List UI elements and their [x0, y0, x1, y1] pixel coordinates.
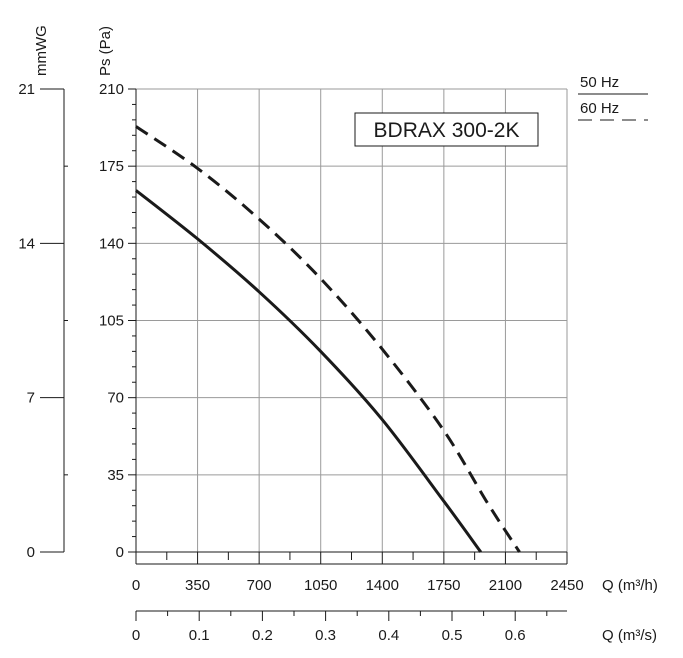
- y-tick-label: 70: [107, 390, 124, 407]
- series-line-60hz: [135, 125, 521, 553]
- series-line-50hz: [135, 189, 483, 553]
- legend-item-60hz: 60 Hz: [578, 100, 648, 121]
- x-tick-label: 0: [132, 577, 140, 594]
- y-tick-label: 140: [99, 235, 124, 252]
- y2-tick-label: 14: [18, 235, 35, 252]
- x-tick-label: 1400: [366, 577, 399, 594]
- x2-tick-label: 0.1: [189, 627, 210, 644]
- x2-tick-label: 0: [132, 627, 140, 644]
- y2-axis-title: mmWG: [33, 25, 50, 76]
- y-tick-label: 35: [107, 467, 124, 484]
- x-tick-label: 1050: [304, 577, 337, 594]
- grid: [136, 88, 568, 552]
- y-axis-title: Ps (Pa): [97, 26, 114, 76]
- x-tick-label: 2450: [550, 577, 583, 594]
- legend-label-50hz: 50 Hz: [580, 74, 619, 91]
- x-tick-label: 350: [185, 577, 210, 594]
- y2-tick-label: 21: [18, 81, 35, 98]
- x2-tick-label: 0.6: [505, 627, 526, 644]
- x-tick-label: 700: [247, 577, 272, 594]
- x-tick-label: 1750: [427, 577, 460, 594]
- x2-tick-label: 0.4: [378, 627, 399, 644]
- x2-tick-label: 0.3: [315, 627, 336, 644]
- y-tick-label: 105: [99, 313, 124, 330]
- y-tick-label: 210: [99, 81, 124, 98]
- x2-axis-title: Q (m³/s): [602, 627, 657, 644]
- y2-tick-label: 0: [27, 544, 35, 561]
- x-tick-label: 2100: [489, 577, 522, 594]
- y-tick-label: 175: [99, 158, 124, 175]
- y2-tick-label: 7: [27, 390, 35, 407]
- legend-label-60hz: 60 Hz: [580, 100, 619, 117]
- model-label: BDRAX 300-2K: [374, 119, 520, 142]
- model-label-box: BDRAX 300-2K: [354, 112, 539, 147]
- x2-tick-label: 0.5: [442, 627, 463, 644]
- x2-tick-label: 0.2: [252, 627, 273, 644]
- y-tick-label: 0: [116, 544, 124, 561]
- x-axis-title: Q (m³/h): [602, 577, 658, 594]
- legend-item-50hz: 50 Hz: [578, 74, 648, 95]
- series-curves: [135, 125, 521, 553]
- legend: 50 Hz 60 Hz: [578, 74, 648, 121]
